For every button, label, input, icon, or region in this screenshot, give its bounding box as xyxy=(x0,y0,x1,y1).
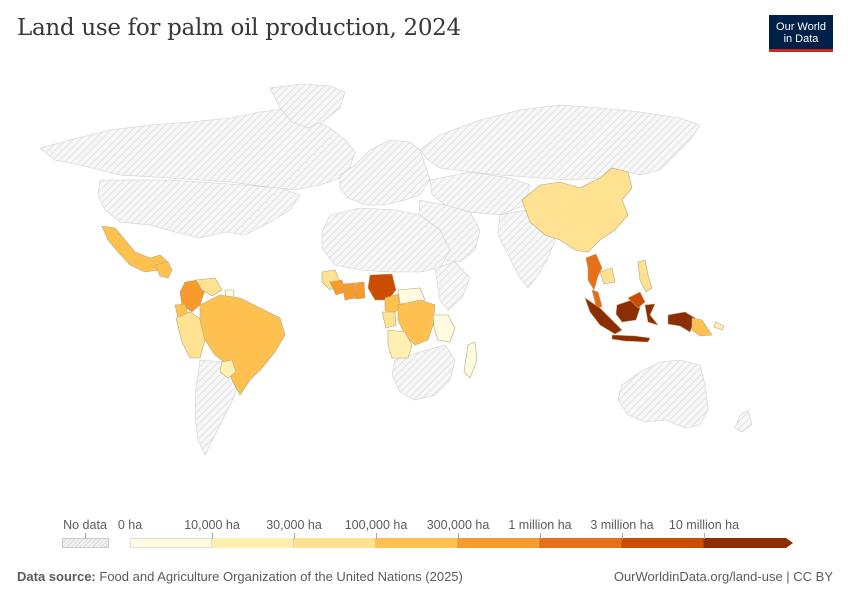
country-indonesia-sumatra xyxy=(584,297,623,335)
legend-tick xyxy=(85,533,86,539)
region-greenland xyxy=(269,83,346,129)
legend-swatch-bin-0[interactable] xyxy=(130,538,212,548)
legend-tick xyxy=(540,533,541,539)
country-china xyxy=(521,167,633,253)
country-malaysia-borneo xyxy=(627,291,646,309)
country-solomon-islands xyxy=(713,321,725,331)
region-north-africa xyxy=(321,207,451,273)
legend-swatch-bin-2[interactable] xyxy=(294,538,376,548)
legend-label-bin-5: 1 million ha xyxy=(508,518,572,532)
country-madagascar xyxy=(463,341,478,379)
country-gabon-congo xyxy=(381,311,397,329)
legend-swatch-bin-1[interactable] xyxy=(212,538,294,548)
source-url-license[interactable]: OurWorldinData.org/land-use | CC BY xyxy=(613,569,833,584)
country-malaysia-peninsula xyxy=(591,289,603,311)
country-papua-new-guinea xyxy=(691,317,713,337)
legend-label-bin-6: 3 million ha xyxy=(590,518,654,532)
legend-tick xyxy=(622,533,623,539)
legend-label-bin-2: 30,000 ha xyxy=(266,518,322,532)
country-indonesia-sulawesi xyxy=(644,303,659,326)
logo-line-2: in Data xyxy=(783,33,819,45)
country-brazil xyxy=(199,294,286,396)
legend-arrow-icon xyxy=(786,538,793,548)
legend-swatch-bin-5[interactable] xyxy=(540,538,622,548)
chart-title: Land use for palm oil production, 2024 xyxy=(17,15,461,41)
region-new-zealand xyxy=(734,409,753,433)
data-source-label: Data source: xyxy=(17,569,96,584)
legend-tick xyxy=(294,533,295,539)
owid-logo[interactable]: Our World in Data xyxy=(769,15,833,52)
legend-label-bin-7: 10 million ha xyxy=(668,518,740,532)
region-australia xyxy=(617,359,709,429)
country-indonesia-java xyxy=(611,334,651,343)
country-venezuela xyxy=(195,277,223,297)
country-peru xyxy=(175,311,206,359)
legend-label-bin-0: 0 ha xyxy=(117,518,143,532)
country-cameroon xyxy=(384,293,401,316)
country-cote-divoire xyxy=(341,282,357,301)
legend-label-bin-4: 300,000 ha xyxy=(426,518,490,532)
legend-label-bin-1: 10,000 ha xyxy=(184,518,240,532)
country-ghana xyxy=(355,281,366,300)
legend-swatch-bin-3[interactable] xyxy=(376,538,458,548)
country-central-america xyxy=(154,261,173,279)
legend-tick xyxy=(376,533,377,539)
country-paraguay xyxy=(219,359,237,379)
country-thailand xyxy=(585,253,603,291)
region-usa xyxy=(97,179,301,239)
logo-line-1: Our World xyxy=(776,21,826,33)
legend-label-bin-3: 100,000 ha xyxy=(344,518,408,532)
country-angola xyxy=(387,329,413,359)
country-dr-congo xyxy=(397,299,436,346)
legend-tick xyxy=(704,533,705,539)
legend-swatch-bin-7[interactable] xyxy=(704,538,786,548)
legend-swatch-bin-6[interactable] xyxy=(622,538,704,548)
legend-tick xyxy=(458,533,459,539)
region-central-asia xyxy=(429,171,531,216)
legend-label-no-data: No data xyxy=(63,518,107,532)
region-southern-africa xyxy=(391,344,456,401)
region-russia xyxy=(419,104,701,181)
legend-tick xyxy=(212,533,213,539)
country-cambodia xyxy=(599,267,616,285)
region-east-africa xyxy=(434,261,471,311)
legend-swatch-no-data xyxy=(62,538,109,548)
country-tanzania xyxy=(432,314,456,343)
data-source-text[interactable]: Food and Agriculture Organization of the… xyxy=(99,569,463,584)
world-map[interactable] xyxy=(0,70,850,510)
country-philippines xyxy=(637,259,653,293)
country-indonesia-papua xyxy=(667,311,696,333)
region-canada-alaska xyxy=(39,107,356,191)
legend-swatch-bin-4[interactable] xyxy=(458,538,540,548)
data-source: Data source: Food and Agriculture Organi… xyxy=(17,569,463,584)
